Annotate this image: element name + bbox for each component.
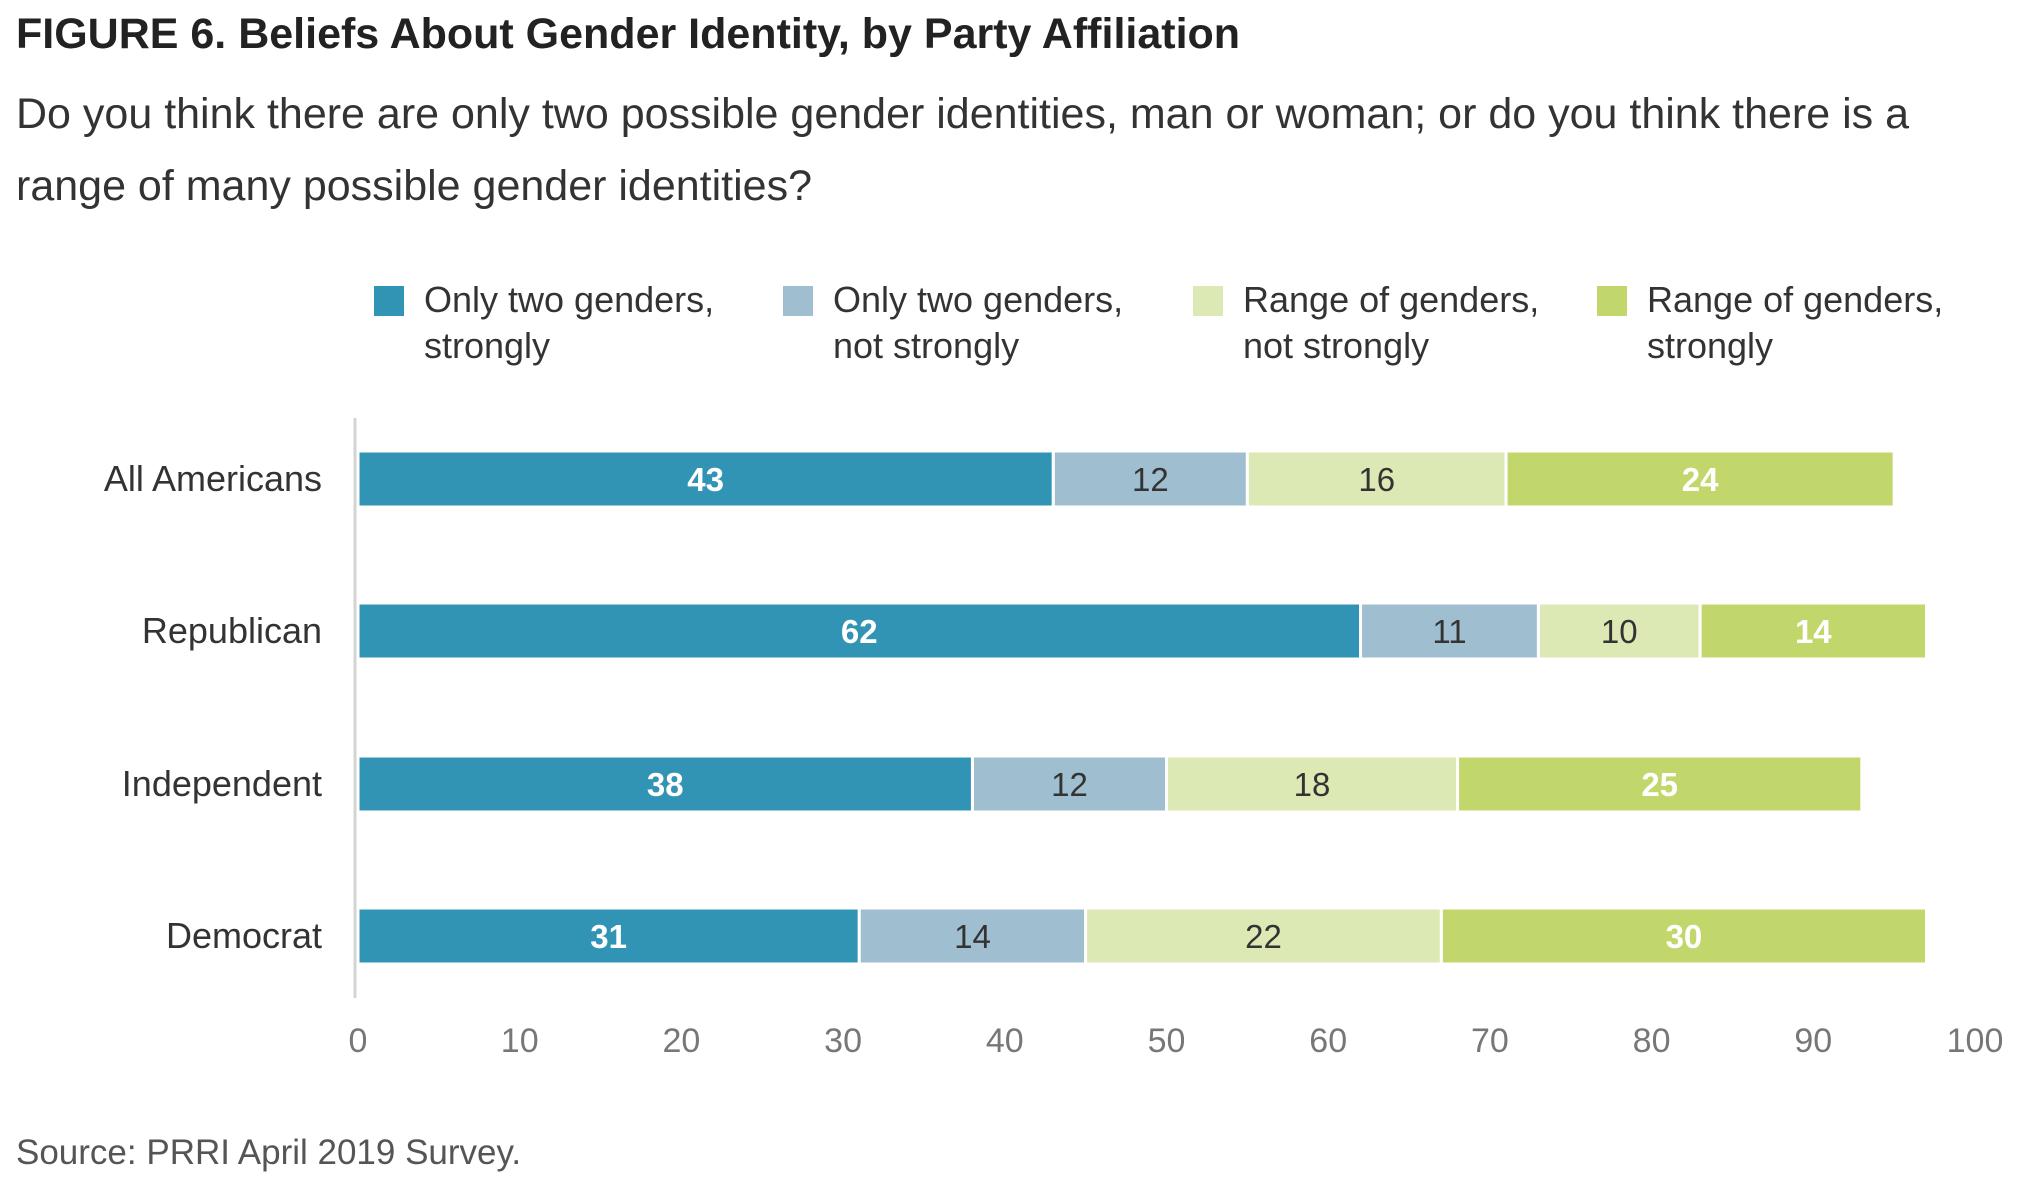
figure-title: FIGURE 6. Beliefs About Gender Identity,… [16,10,1241,58]
bar-row-independent: 38 12 18 25 [356,754,1864,814]
bar-segment-range-of-genders-strongly [1698,601,1928,661]
bar-segment-only-two-genders-strongly [356,449,1055,509]
legend-swatch [374,286,404,316]
bar-value-label: 31 [590,918,627,955]
bar-segment-only-two-genders-not-strongly [1359,601,1540,661]
bar-value-label: 43 [687,461,724,498]
bar-value-label: 14 [954,918,991,955]
bar-segment-only-two-genders-not-strongly [857,906,1088,966]
x-tick-label: 100 [1947,1022,2004,1060]
x-tick-label: 60 [1309,1022,1347,1060]
category-label-independent: Independent [122,763,322,804]
x-axis-ticks: 0 10 20 30 40 50 60 70 80 90 100 [349,1022,2004,1060]
legend-item-only-two-genders-strongly: Only two genders, strongly [374,279,714,366]
bar-value-label: 24 [1682,461,1719,498]
x-tick-label: 30 [824,1022,862,1060]
bar-row-all-americans: 43 12 16 24 [356,449,1896,509]
bar-value-label: 12 [1132,461,1169,498]
bar-segment-range-of-genders-not-strongly [1536,601,1702,661]
source-note: Source: PRRI April 2019 Survey. [16,1133,522,1172]
bar-segment-range-of-genders-strongly [1504,449,1896,509]
x-tick-label: 70 [1471,1022,1509,1060]
legend-label: Range of genders, [1243,279,1539,320]
bar-segment-range-of-genders-not-strongly [1245,449,1508,509]
bar-value-label: 12 [1051,766,1088,803]
bar-segment-only-two-genders-strongly [356,754,974,814]
legend-item-only-two-genders-not-strongly: Only two genders, not strongly [783,279,1123,366]
bar-segment-range-of-genders-strongly [1456,754,1864,814]
legend-label: strongly [424,325,550,366]
legend-label: Only two genders, [424,279,714,320]
legend-item-range-of-genders-not-strongly: Range of genders, not strongly [1193,279,1539,366]
bar-value-label: 18 [1294,766,1331,803]
bar-segment-only-two-genders-not-strongly [1051,449,1249,509]
bar-segment-only-two-genders-not-strongly [970,754,1169,814]
category-label-all-americans: All Americans [104,458,322,499]
legend-label: Range of genders, [1647,279,1943,320]
bars: 43 12 16 24 62 11 10 14 38 12 18 25 31 14 22 30 [356,449,1928,966]
bar-row-democrat: 31 14 22 30 [356,906,1928,966]
x-tick-label: 10 [501,1022,539,1060]
legend-swatch [783,286,813,316]
category-label-republican: Republican [142,610,322,651]
bar-value-label: 62 [841,613,878,650]
x-tick-label: 50 [1148,1022,1186,1060]
bar-value-label: 16 [1358,461,1395,498]
category-labels: All Americans Republican Independent Democr… [104,458,322,956]
bar-value-label: 38 [647,766,684,803]
bar-value-label: 22 [1245,918,1282,955]
bar-segment-only-two-genders-strongly [356,906,861,966]
legend-label: not strongly [833,325,1019,366]
bar-value-label: 11 [1432,613,1466,650]
legend-item-range-of-genders-strongly: Range of genders, strongly [1597,279,1943,366]
legend-swatch [1597,286,1627,316]
figure-subtitle: Do you think there are only two possible… [16,90,1910,210]
legend-label: not strongly [1243,325,1429,366]
legend-label: strongly [1647,325,1773,366]
x-tick-label: 20 [662,1022,700,1060]
x-tick-label: 80 [1633,1022,1671,1060]
bar-row-republican: 62 11 10 14 [356,601,1928,661]
bar-value-label: 30 [1666,918,1703,955]
bar-value-label: 14 [1795,613,1832,650]
bar-segment-only-two-genders-strongly [356,601,1363,661]
x-tick-label: 90 [1794,1022,1832,1060]
bar-value-label: 10 [1601,613,1638,650]
x-tick-label: 40 [986,1022,1024,1060]
legend-label: Only two genders, [833,279,1123,320]
legend-swatch [1193,286,1223,316]
category-label-democrat: Democrat [166,915,322,956]
bar-segment-range-of-genders-strongly [1439,906,1928,966]
bar-value-label: 25 [1641,766,1678,803]
x-tick-label: 0 [349,1022,368,1060]
